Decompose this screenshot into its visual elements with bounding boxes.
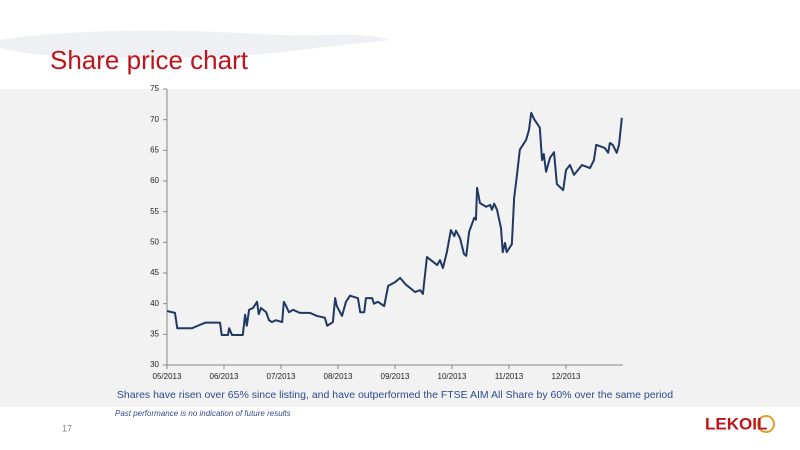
price-line: [166, 111, 623, 336]
y-tick-label: 70: [150, 115, 159, 124]
x-tick-label: 10/2013: [438, 372, 467, 381]
x-tick-label: 09/2013: [381, 372, 410, 381]
x-tick-label: 12/2013: [552, 372, 581, 381]
y-tick-label: 50: [150, 237, 159, 246]
chart: 30 35 40 45 50 55 60 65 70 75 05/2013 06/2013 07/201…: [150, 84, 623, 381]
note: Past performance is no indication of fut…: [115, 409, 291, 418]
y-tick-label: 55: [150, 207, 159, 216]
slide-title: Share price chart: [50, 45, 249, 75]
y-tick-label: 60: [150, 176, 159, 185]
x-tick-label: 08/2013: [324, 372, 353, 381]
chart-band: [0, 89, 800, 407]
x-tick-label: 06/2013: [210, 372, 239, 381]
cheetah-silhouette: [0, 30, 390, 58]
caption: Shares have risen over 65% since listing…: [117, 389, 673, 401]
logo: LEKOIL: [705, 414, 767, 433]
x-tick-label: 07/2013: [267, 372, 296, 381]
page-number: 17: [62, 423, 72, 433]
y-tick-label: 35: [150, 329, 159, 338]
y-tick-label: 45: [150, 268, 159, 277]
x-tick-label: 11/2013: [495, 372, 524, 381]
logo-mark: [757, 415, 775, 433]
x-tick-label: 05/2013: [153, 372, 182, 381]
y-tick-label: 30: [150, 360, 159, 369]
y-tick-label: 75: [150, 84, 159, 93]
y-tick-label: 40: [150, 299, 159, 308]
y-tick-label: 65: [150, 145, 159, 154]
